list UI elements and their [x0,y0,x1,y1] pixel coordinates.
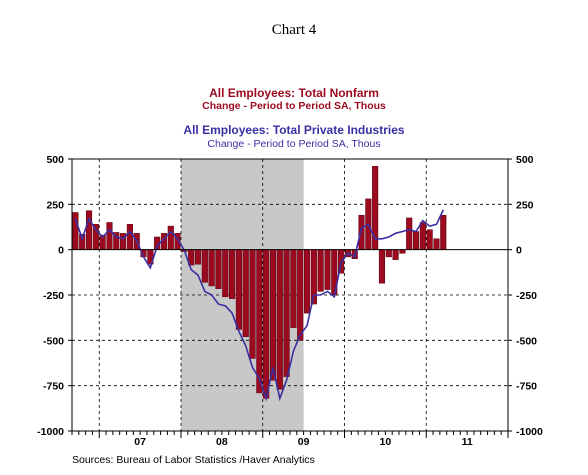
nonfarm-bar [269,249,277,381]
nonfarm-bar [419,222,426,250]
private-line [74,209,445,402]
nonfarm-bar [85,210,93,250]
nonfarm-bar [290,249,297,328]
nonfarm-bar [433,238,440,250]
y-tick-label-right: -500 [516,335,537,347]
nonfarm-bar [263,249,270,399]
y-tick-label-left: 500 [46,154,64,166]
nonfarm-bar [222,249,229,298]
nonfarm-bar [324,249,331,290]
nonfarm-bar [426,229,433,250]
nonfarm-bar [406,217,413,250]
nonfarm-bar [297,249,304,341]
nonfarm-bar [106,222,113,250]
axis-ticks [68,158,512,438]
nonfarm-bar [303,249,311,314]
nonfarm-bar [201,249,208,283]
nonfarm-bar [235,249,242,330]
nonfarm-bar [283,249,290,377]
y-tick-label-left: -500 [43,335,64,347]
private-subtitle: Change - Period to Period SA, Thous [207,138,381,150]
nonfarm-bar [126,224,133,250]
y-tick-label-right: -1000 [516,426,543,438]
y-tick-label-left: 250 [46,199,64,211]
nonfarm-bar [399,249,406,254]
nonfarm-bar [208,249,215,287]
nonfarm-bar [167,225,174,250]
y-tick-label-right: 250 [516,199,534,211]
x-year-label: 10 [380,436,392,448]
x-year-label: 09 [298,436,310,448]
nonfarm-bar [385,249,392,258]
nonfarm-bar [215,249,222,289]
grid-lines [72,159,508,431]
nonfarm-bar [358,214,365,250]
y-tick-label-right: 500 [516,154,534,166]
source-note: Sources: Bureau of Labor Statistics /Hav… [72,454,315,466]
nonfarm-bar [440,214,447,250]
x-year-label: 07 [134,436,146,448]
nonfarm-bar [256,249,263,394]
nonfarm-bar [317,249,324,292]
nonfarm-bar [249,249,256,359]
y-tick-label-left: 0 [58,245,64,257]
x-year-label: 11 [462,436,473,448]
nonfarm-bar [378,249,386,284]
y-tick-label-right: 0 [516,245,522,257]
nonfarm-bar [276,249,283,390]
y-tick-label-left: -750 [43,381,64,393]
tick-labels: 500 250 0 -250 -500 -750 -1000 500 250 0 -250 -500 -… [37,154,543,448]
y-tick-label-left: -1000 [37,426,64,438]
nonfarm-title: All Employees: Total Nonfarm [209,86,379,100]
nonfarm-bar [242,249,249,337]
private-title: All Employees: Total Private Industries [183,123,405,137]
nonfarm-bar [392,249,399,260]
nonfarm-bar [229,249,236,299]
nonfarm-subtitle: Change - Period to Period SA, Thous [202,100,386,112]
nonfarm-bar [194,249,202,265]
y-tick-label-right: -250 [516,290,537,302]
nonfarm-bar [72,212,79,250]
nonfarm-bar [412,231,420,250]
x-year-label: 08 [216,436,228,448]
y-tick-label-right: -750 [516,381,537,393]
page-heading: Chart 4 [271,22,317,38]
y-tick-label-left: -250 [43,290,64,302]
